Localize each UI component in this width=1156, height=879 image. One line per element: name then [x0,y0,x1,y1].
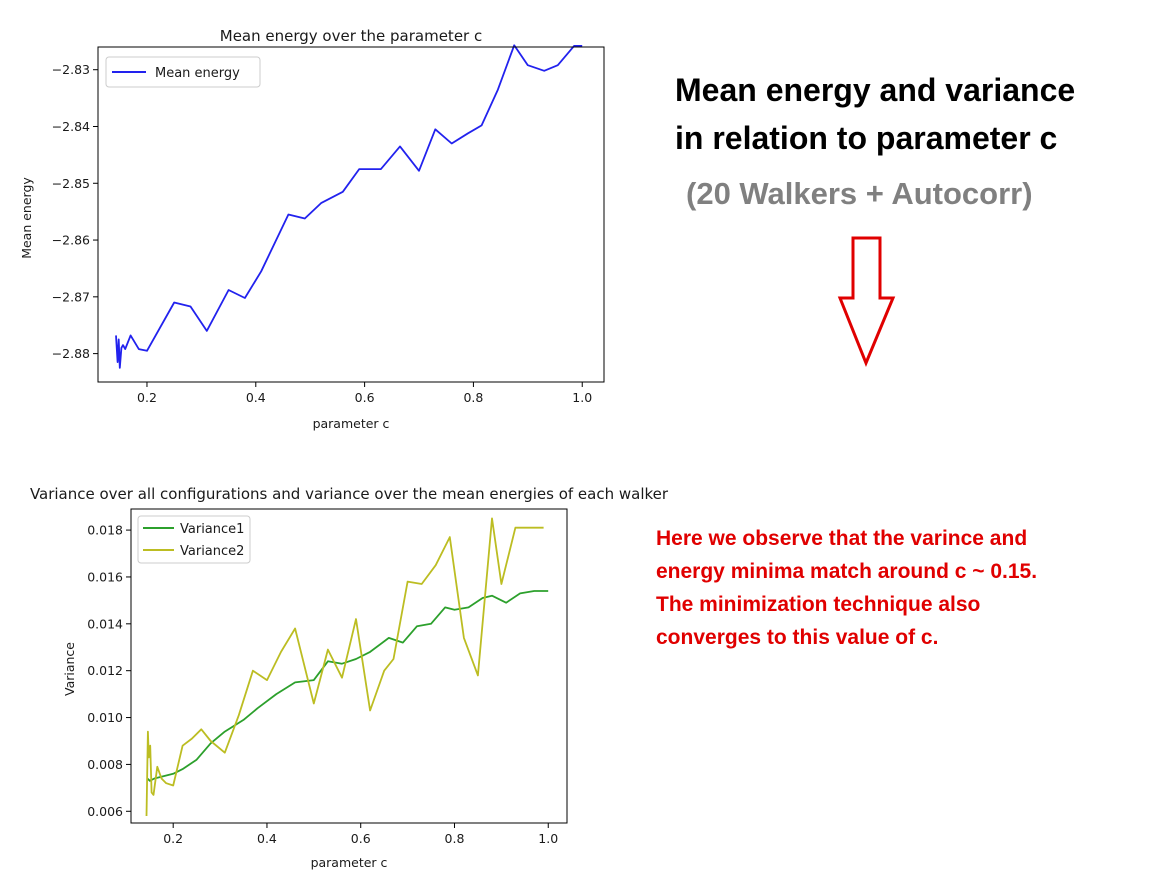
legend-label-mean-energy: Mean energy [155,66,240,81]
chart2-axes: 0.2 0.4 0.6 0.8 1.0 0.006 0.008 0.010 0.012 0.014… [87,523,558,846]
note-line-3: The minimization technique also [656,593,981,616]
x-tick-label: 1.0 [538,831,558,846]
y-tick-label: 0.012 [87,663,123,678]
x-tick-label: 0.6 [351,831,371,846]
variance-chart: Variance over all configurations and var… [30,485,669,870]
note-line-4: converges to this value of c. [656,626,939,649]
y-tick-label: 0.006 [87,804,123,819]
annotation-subheading: (20 Walkers + Autocorr) [686,176,1033,211]
chart1-y-axis-label: Mean energy [19,177,34,259]
x-tick-label: 0.8 [445,831,465,846]
chart1-legend-box [105,56,261,88]
y-tick-label: −2.84 [52,119,90,134]
mean-energy-chart: Mean energy over the parameter c paramet… [19,27,605,431]
y-tick-label: 0.014 [87,616,123,631]
chart1-title: Mean energy over the parameter c [220,27,482,45]
chart1-axes: 0.2 0.4 0.6 0.8 1.0 −2.83 −2.84 −2.85 −2.86 −2.87… [52,62,593,405]
y-tick-label: −2.88 [52,346,90,361]
heading-line-2: in relation to parameter c [675,120,1058,156]
y-tick-label: 0.008 [87,757,123,772]
chart2-legend: Variance1 Variance2 [137,515,251,564]
x-tick-label: 0.4 [257,831,277,846]
chart1-plot-frame [97,46,605,383]
y-tick-label: 0.016 [87,569,123,584]
x-tick-label: 0.2 [163,831,183,846]
chart2-title: Variance over all configurations and var… [30,485,669,503]
chart2-x-axis-label: parameter c [311,855,388,870]
x-tick-label: 0.6 [355,390,375,405]
annotation-heading: Mean energy and variance in relation to … [675,66,1075,162]
y-tick-label: −2.85 [52,176,90,191]
chart1-legend: Mean energy [105,56,261,88]
series-line-variance2 [145,517,544,817]
down-arrow-icon [837,236,896,367]
legend-label-variance2: Variance2 [180,544,244,559]
x-tick-label: 0.2 [137,390,157,405]
chart2-plot-frame [130,508,568,824]
note-line-2: energy minima match around c ~ 0.15. [656,560,1038,583]
y-tick-label: 0.010 [87,710,123,725]
x-tick-label: 0.4 [246,390,266,405]
y-tick-label: 0.018 [87,523,123,538]
chart1-x-axis-label: parameter c [313,416,390,431]
annotation-note: Here we observe that the varince and ene… [656,522,1126,654]
note-line-1: Here we observe that the varince and [656,527,1028,550]
x-tick-label: 1.0 [572,390,592,405]
y-tick-label: −2.83 [52,62,90,77]
legend-label-variance1: Variance1 [180,522,244,537]
chart2-series [145,517,549,817]
x-tick-label: 0.8 [463,390,483,405]
chart1-series [115,44,583,369]
heading-line-1: Mean energy and variance [675,72,1076,108]
y-tick-label: −2.87 [52,289,90,304]
series-line-mean-energy [115,44,583,369]
series-line-variance1 [146,590,549,782]
chart2-y-axis-label: Variance [62,642,77,696]
y-tick-label: −2.86 [52,233,90,248]
